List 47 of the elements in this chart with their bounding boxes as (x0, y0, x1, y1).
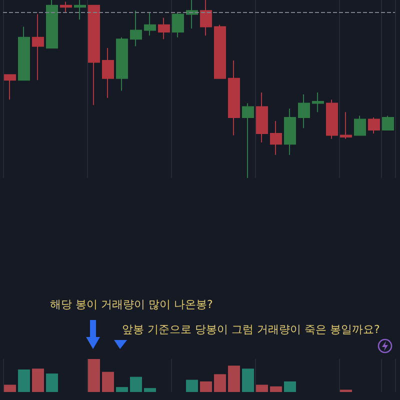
bar (270, 386, 282, 392)
candlestick (144, 12, 156, 36)
candlestick (312, 92, 324, 113)
bar (200, 381, 212, 392)
bar (256, 384, 268, 392)
candlestick (158, 17, 170, 40)
bar (228, 366, 240, 392)
bar (214, 374, 226, 392)
bar (88, 359, 100, 392)
candlestick (18, 26, 30, 81)
candlestick (214, 24, 226, 79)
bar (18, 370, 30, 392)
text: 해당 봉이 거래량이 많이 나온봉? (50, 298, 213, 311)
candlestick (228, 60, 240, 136)
candlestick (340, 112, 352, 140)
bar (116, 387, 128, 392)
bar (144, 388, 156, 392)
candlestick (200, 0, 212, 36)
candlestick (130, 10, 142, 47)
candlestick (102, 48, 114, 98)
text: 앞봉 기준으로 당봉이 그럼 거래량이 죽은 봉일까요? (122, 323, 380, 336)
candlestick (32, 14, 44, 81)
candlestick (60, 1, 72, 13)
bar (102, 372, 114, 392)
candlestick (326, 99, 338, 140)
candlestick (172, 12, 184, 38)
candlestick (256, 92, 268, 143)
bar (32, 368, 44, 392)
candlestick (270, 120, 282, 156)
candlestick (284, 108, 296, 156)
candlestick (4, 74, 16, 100)
candlestick (382, 115, 394, 130)
candlestick (116, 36, 128, 92)
bar (284, 381, 296, 392)
bar (186, 380, 198, 392)
candlestick (298, 94, 310, 129)
candlestick (368, 116, 380, 134)
candlestick (88, 4, 100, 106)
bar (4, 384, 16, 392)
bar (46, 374, 58, 392)
bar (130, 376, 142, 392)
candlestick (354, 115, 366, 136)
bar (242, 368, 254, 392)
candlestick (74, 0, 86, 20)
candlestick (186, 0, 198, 29)
candlestick (242, 102, 254, 178)
candlestick (46, 0, 58, 49)
